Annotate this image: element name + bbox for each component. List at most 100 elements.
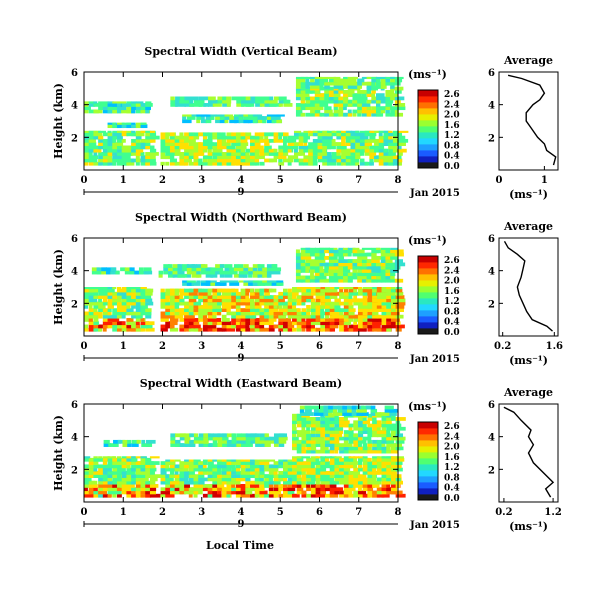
heatmap-cell [380, 78, 386, 83]
heatmap-cell [250, 145, 258, 150]
heatmap-cell [169, 295, 176, 299]
heatmap-cell [221, 301, 228, 306]
heatmap-cell [381, 474, 389, 478]
heatmap-cell [235, 318, 243, 322]
heatmap-cell [126, 291, 134, 296]
heatmap-cell [250, 461, 256, 465]
heatmap-cell [250, 148, 257, 153]
heatmap-cell [339, 291, 346, 296]
heatmap-cell [347, 81, 358, 86]
heatmap-cell [278, 470, 287, 475]
heatmap-cell [240, 327, 247, 332]
heatmap-cell [320, 474, 329, 478]
heatmap-cell [300, 106, 307, 111]
heatmap-cell [367, 439, 372, 444]
heatmap-cell [392, 142, 400, 146]
heatmap-cell [376, 304, 385, 309]
heatmap-cell [167, 270, 172, 275]
heatmap-cell [361, 89, 371, 94]
heatmap-cell [217, 470, 222, 475]
heatmap-cell [348, 291, 360, 296]
colorbar-segment [418, 102, 438, 109]
heatmap-cell [366, 112, 372, 117]
heatmap-cell [278, 135, 283, 140]
heatmap-cell [131, 132, 139, 137]
heatmap-cell [240, 467, 246, 472]
colorbar-tick-label: 0.8 [444, 141, 460, 151]
heatmap-cell [357, 423, 367, 428]
heatmap-cell [88, 152, 93, 156]
heatmap-cell [362, 321, 369, 326]
x-tick-label: 4 [238, 175, 245, 186]
heatmap-cell [380, 247, 391, 250]
heatmap-cell [314, 247, 324, 250]
heatmap-cell [107, 457, 117, 462]
heatmap-cell [376, 85, 384, 89]
heatmap-cell [126, 484, 135, 488]
heatmap-cell [231, 291, 238, 296]
heatmap-cell [254, 477, 264, 482]
heatmap-cell [107, 106, 117, 111]
heatmap-cell [255, 103, 263, 107]
heatmap-cell [186, 282, 194, 286]
heatmap-cell [350, 135, 357, 140]
heatmap-cell [165, 459, 171, 462]
heatmap-cell [98, 135, 104, 140]
panel-title: Spectral Width (Eastward Beam) [140, 377, 342, 390]
heatmap-cell [202, 155, 213, 160]
heatmap-cell [165, 304, 171, 309]
heatmap-cell [315, 449, 324, 454]
heatmap-cell [278, 477, 286, 482]
heatmap-cell [169, 288, 179, 293]
heatmap-cell [254, 327, 264, 332]
heatmap-cell [135, 109, 142, 114]
heatmap-cell [212, 470, 218, 475]
heatmap-cell [179, 135, 187, 140]
heatmap-cell [84, 295, 92, 299]
heatmap-cell [359, 148, 367, 153]
heatmap-cell [235, 464, 242, 469]
x-tick-label: 4 [238, 341, 245, 352]
heatmap-cell [310, 275, 317, 280]
heatmap-cell [160, 311, 167, 316]
heatmap-cell [278, 474, 284, 478]
heatmap-cell [184, 96, 193, 101]
heatmap-cell [212, 490, 218, 495]
heatmap-cell [112, 155, 118, 160]
heatmap-cell [84, 456, 91, 459]
heatmap-cell [372, 433, 379, 438]
heatmap-cell [348, 456, 356, 459]
heatmap-cell [112, 135, 120, 140]
colorbar-tick-label: 0.4 [444, 152, 460, 162]
heatmap-cell [184, 158, 192, 163]
heatmap-cell [347, 93, 358, 97]
heatmap-cell [329, 484, 337, 488]
heatmap-cell [264, 484, 271, 488]
heatmap-cell [296, 487, 304, 492]
heatmap-cell [245, 490, 253, 495]
heatmap-cell [240, 161, 249, 166]
heatmap-cell [240, 461, 247, 465]
heatmap-cell [303, 148, 309, 153]
heatmap-cell [174, 490, 184, 495]
heatmap-cell [193, 439, 201, 444]
heatmap-cell [361, 99, 366, 104]
heatmap-cell [381, 480, 389, 485]
heatmap-cell [259, 493, 264, 498]
heatmap-cell [287, 145, 299, 150]
heatmap-cell [355, 161, 360, 166]
heatmap-cell [217, 304, 221, 309]
heatmap-cell [324, 109, 333, 114]
heatmap-cell [169, 308, 177, 312]
heatmap-cell [200, 280, 210, 283]
heatmap-cell [339, 477, 345, 482]
heatmap-cell [333, 93, 341, 97]
heatmap-cell [226, 493, 231, 498]
heatmap-cell [312, 158, 318, 163]
heatmap-cell [101, 267, 107, 272]
heatmap-cell [254, 484, 260, 488]
heatmap-cell [343, 461, 353, 465]
heatmap-cell [149, 470, 155, 475]
x-tick-label: 0 [81, 507, 88, 518]
heatmap-cell [140, 327, 146, 332]
